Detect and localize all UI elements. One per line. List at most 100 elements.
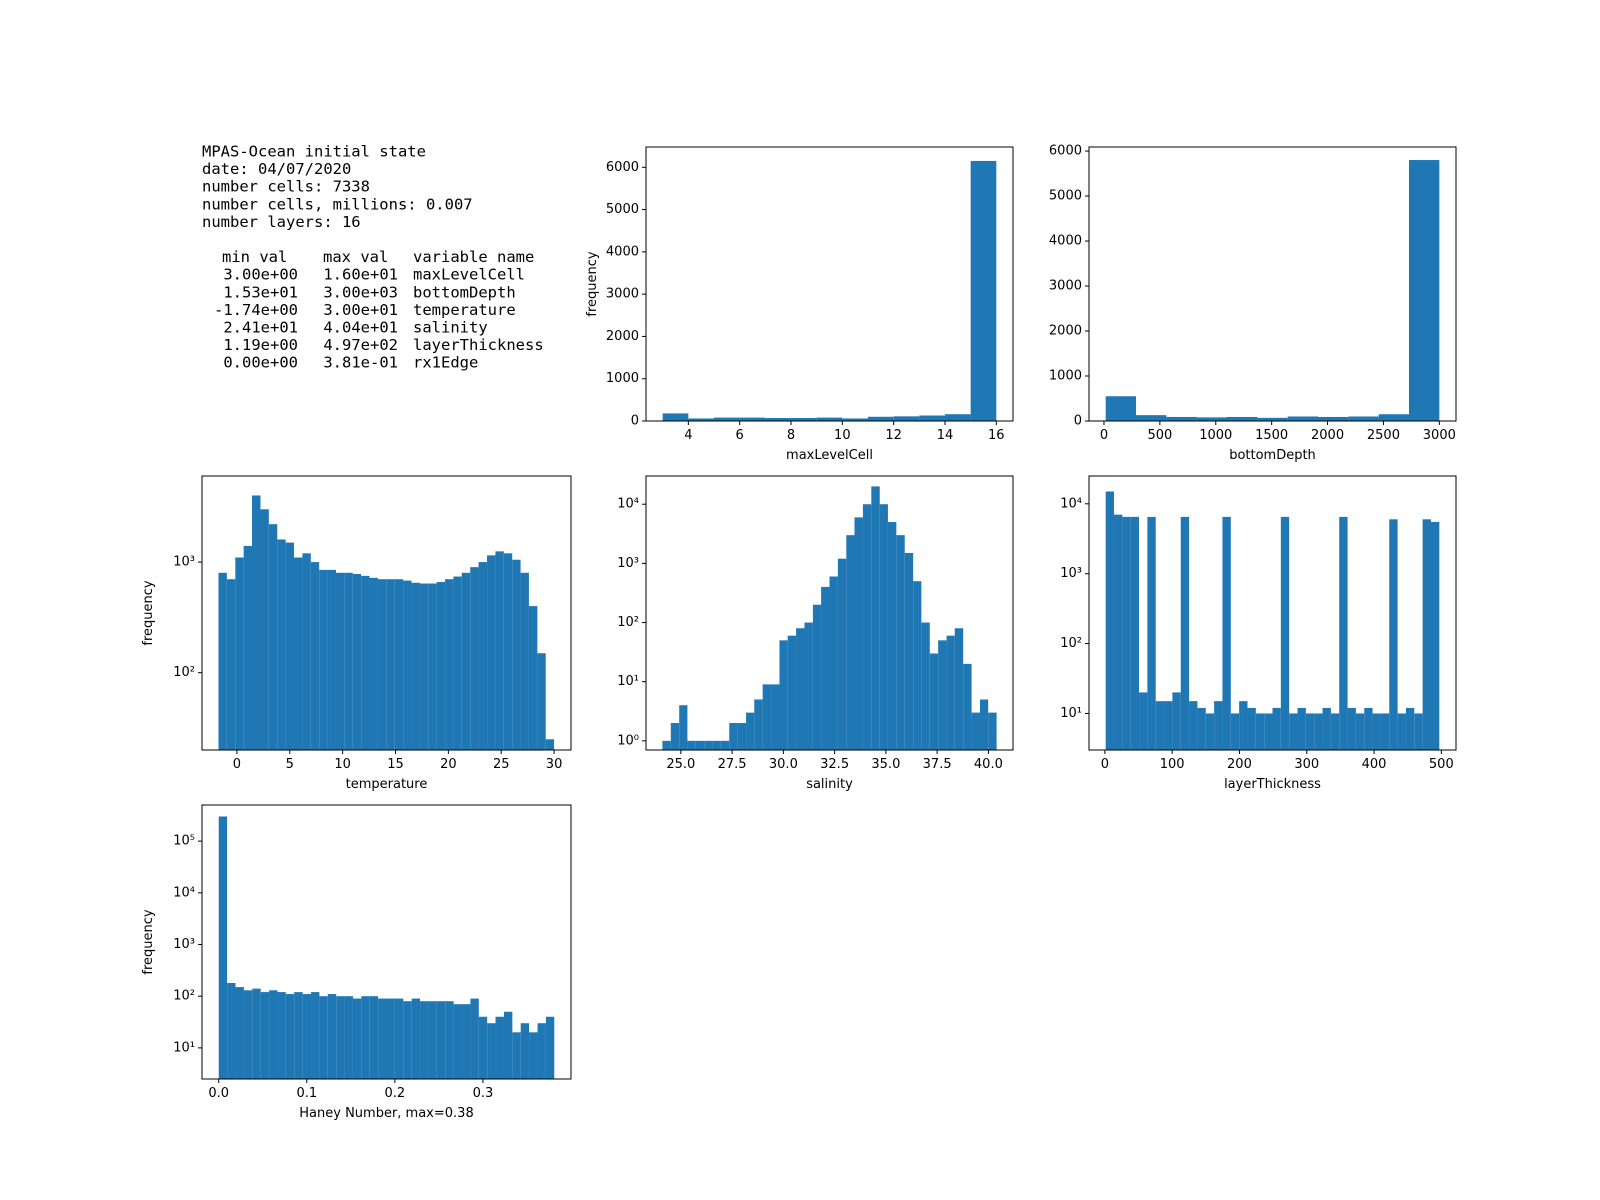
- table-cell: salinity: [413, 319, 488, 337]
- axes-frame: [1088, 475, 1457, 751]
- bar: [252, 988, 261, 1079]
- bar: [369, 996, 379, 1079]
- y-tick-label: 10²: [617, 615, 639, 630]
- axes-frame: [645, 475, 1014, 751]
- bar: [420, 1001, 429, 1079]
- bar: [403, 580, 412, 750]
- y-tick-label: 3000: [1049, 279, 1082, 294]
- bar: [687, 740, 696, 750]
- bar: [812, 604, 822, 750]
- bar: [461, 572, 471, 750]
- bar: [662, 413, 689, 421]
- y-tick-label: 0: [1074, 414, 1082, 429]
- x-tick-label: 14: [937, 428, 954, 443]
- bar: [1239, 701, 1248, 750]
- bar: [1347, 707, 1356, 750]
- bar: [1314, 713, 1323, 750]
- bar: [1164, 701, 1173, 750]
- bar: [829, 576, 838, 750]
- x-tick-label: 35.0: [871, 757, 900, 772]
- bar: [979, 699, 989, 750]
- x-tick-label: 0.0: [208, 1086, 229, 1101]
- bar: [411, 998, 421, 1079]
- y-tick-label: 6000: [1049, 144, 1082, 159]
- bar: [218, 816, 228, 1079]
- bar: [1139, 692, 1148, 750]
- y-tick-label: 6000: [606, 160, 639, 175]
- x-tick-label: 500: [1147, 428, 1172, 443]
- x-tick-label: 16: [988, 428, 1005, 443]
- bar: [765, 418, 792, 421]
- y-tick-label: 10⁰: [617, 733, 639, 748]
- table-cell: 4.97e+02: [323, 336, 398, 354]
- bar: [487, 1023, 496, 1079]
- bar: [453, 1004, 462, 1079]
- info-line: date: 04/07/2020: [202, 160, 351, 178]
- bar: [285, 542, 294, 750]
- bar: [739, 417, 766, 421]
- x-tick-label: 10: [834, 428, 851, 443]
- table-cell: 0.00e+00: [223, 354, 298, 372]
- bar: [260, 992, 270, 1079]
- bar: [403, 1001, 412, 1079]
- bar: [913, 581, 922, 750]
- bar: [344, 572, 353, 750]
- bar: [293, 557, 303, 750]
- bar: [1147, 516, 1156, 750]
- bar: [419, 583, 429, 750]
- table-header: variable name: [413, 248, 534, 266]
- bar: [436, 582, 446, 750]
- x-axis-label: salinity: [806, 777, 853, 792]
- x-axis-label: bottomDepth: [1229, 448, 1316, 463]
- bar: [1130, 516, 1140, 750]
- bar: [545, 1016, 555, 1079]
- bar: [971, 712, 980, 750]
- bar: [512, 1032, 521, 1079]
- bar: [302, 553, 311, 750]
- bar: [537, 1023, 546, 1079]
- bar: [344, 996, 353, 1079]
- bar: [294, 992, 303, 1079]
- bar: [846, 535, 855, 750]
- bar: [1205, 713, 1215, 750]
- bar: [545, 739, 555, 750]
- bar: [816, 417, 843, 421]
- bar: [837, 558, 847, 750]
- bar: [944, 414, 971, 421]
- bar: [310, 562, 320, 750]
- bar: [512, 559, 521, 750]
- table-cell: layerThickness: [413, 336, 544, 354]
- bar: [1318, 416, 1349, 421]
- bar: [520, 572, 529, 750]
- y-tick-label: 4000: [606, 244, 639, 259]
- bar: [804, 622, 813, 750]
- x-axis-label: Haney Number, max=0.38: [299, 1106, 473, 1121]
- bar: [1380, 713, 1390, 750]
- x-tick-label: 15: [387, 757, 404, 772]
- table-header: max val: [323, 248, 388, 266]
- info-line: MPAS-Ocean initial state: [202, 143, 426, 161]
- axes-frame: [201, 475, 572, 751]
- bar: [327, 994, 337, 1079]
- bar: [226, 579, 236, 750]
- bar: [970, 160, 997, 421]
- bar: [470, 567, 479, 750]
- bar: [445, 1001, 454, 1079]
- y-tick-label: 10³: [617, 556, 639, 571]
- histogram: 0 100 200 300 400 500 10¹ 10² 10³ 10⁴ layerThickne…: [1060, 475, 1457, 792]
- bar: [988, 712, 997, 750]
- bar: [277, 539, 286, 750]
- histogram: 0.0 0.1 0.2 0.3 10¹ 10² 10³ 10⁴ 10⁵ Haney Number,…: [141, 804, 572, 1121]
- bar: [428, 1001, 437, 1079]
- bar: [1166, 416, 1197, 421]
- bar: [487, 555, 496, 750]
- y-tick-label: 10¹: [617, 674, 639, 689]
- table-cell: rx1Edge: [413, 354, 478, 372]
- bar: [218, 572, 227, 750]
- bar: [285, 994, 295, 1079]
- y-axis-label: frequency: [141, 909, 156, 975]
- x-tick-label: 27.5: [718, 757, 747, 772]
- bar: [1155, 701, 1165, 750]
